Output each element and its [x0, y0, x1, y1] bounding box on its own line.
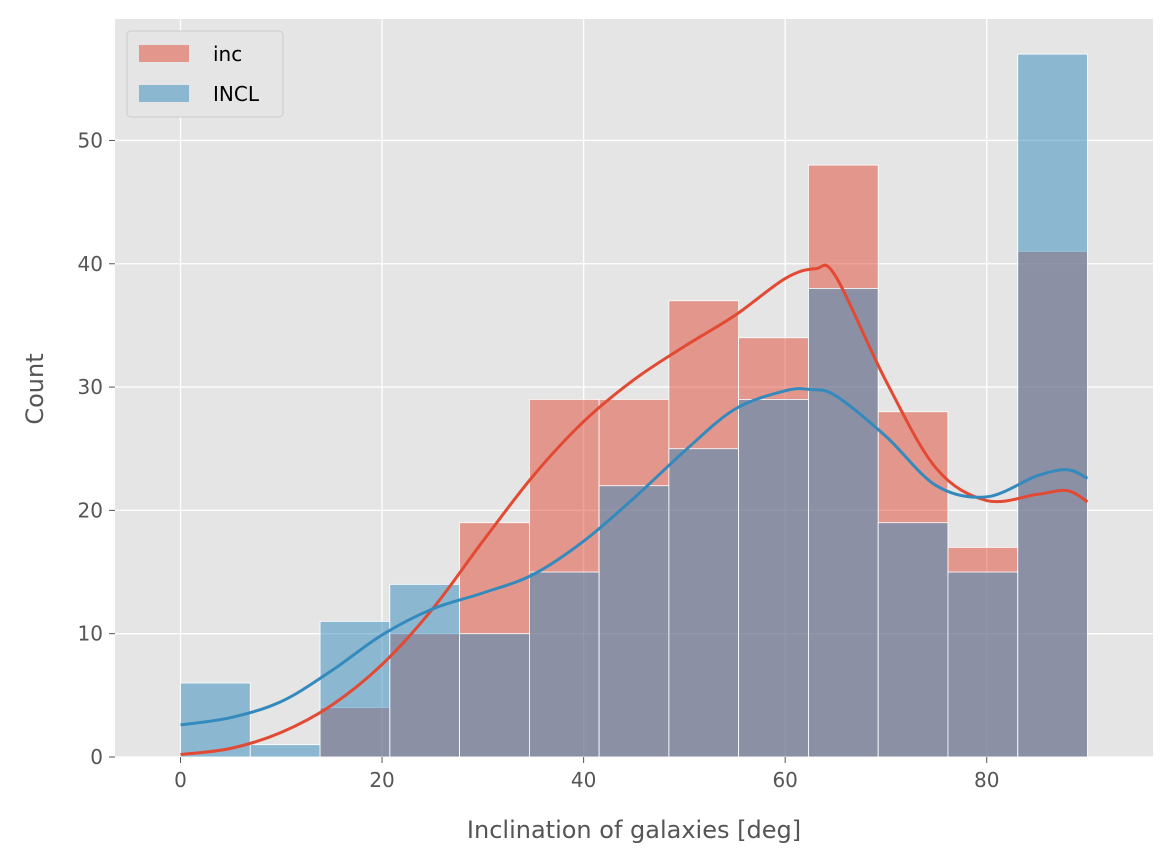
x-tick-label: 20 [369, 768, 394, 792]
legend-swatch-inc [139, 45, 189, 62]
histogram-bar [738, 399, 809, 758]
histogram-bar [389, 583, 460, 758]
histogram-bar [808, 288, 879, 758]
grid-lines [115, 19, 1153, 758]
x-tick-label: 0 [174, 768, 187, 792]
y-axis-label: Count [21, 353, 49, 424]
y-tick-label: 20 [78, 498, 103, 522]
histogram-bar [459, 633, 530, 758]
tick-labels: 0 20 40 60 80 0 10 20 30 40 50 [78, 128, 1000, 792]
kde-line [180, 263, 1089, 757]
y-tick-label: 30 [78, 375, 103, 399]
histogram-bar [1017, 53, 1088, 758]
legend-label-inc: inc [213, 42, 242, 66]
x-tick-label: 40 [571, 768, 596, 792]
legend-swatch-incl [139, 85, 189, 102]
x-tick-label: 80 [974, 768, 999, 792]
kde-line [180, 387, 1089, 727]
histogram-bar [249, 744, 321, 758]
legend-box [126, 30, 284, 118]
kde-curves [180, 263, 1089, 757]
x-axis-label: Inclination of galaxies [deg] [467, 816, 801, 844]
y-tick-label: 10 [78, 622, 103, 646]
y-tick-label: 40 [78, 252, 103, 276]
histogram-bar [877, 522, 949, 758]
histogram-bar [947, 571, 1019, 758]
y-tick-label: 50 [78, 128, 103, 152]
x-tick-label: 60 [772, 768, 797, 792]
legend: inc INCL [126, 30, 284, 118]
histogram-bar [668, 448, 740, 758]
histogram-bar [528, 571, 600, 758]
legend-label-incl: INCL [213, 82, 260, 106]
histogram-bar [598, 485, 670, 758]
y-tick-label: 0 [90, 745, 103, 769]
